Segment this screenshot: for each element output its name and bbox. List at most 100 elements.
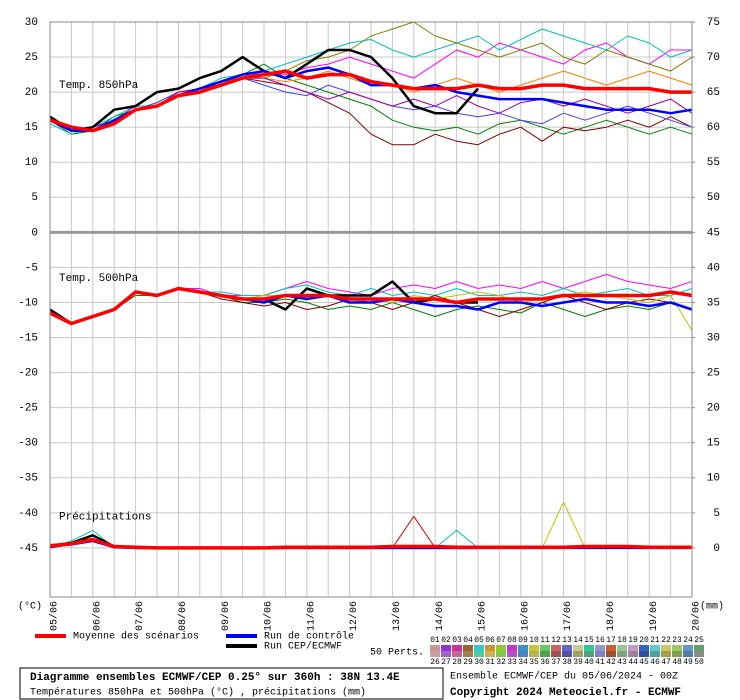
x-tick-label: 16/06: [519, 601, 531, 631]
x-tick-label: 12/06: [348, 601, 360, 631]
member-label: 35: [529, 658, 539, 667]
series-line: [49, 286, 693, 326]
member-label: 21: [650, 636, 660, 645]
y2-tick-label: 65: [707, 87, 720, 99]
member-label: 37: [551, 658, 561, 667]
y2-tick-label: 45: [707, 227, 720, 239]
member-label: 42: [606, 658, 616, 667]
x-tick-label: 18/06: [605, 601, 617, 631]
y2-tick-label: 20: [707, 403, 720, 415]
copyright: Copyright 2024 Meteociel.fr - ECMWF: [450, 687, 681, 699]
member-label: 22: [661, 636, 671, 645]
title-box: [19, 667, 444, 700]
member-label: 41: [595, 658, 605, 667]
member-label: 33: [507, 658, 517, 667]
y-tick-label: -5: [25, 262, 38, 274]
member-label: 08: [507, 636, 517, 645]
y2-tick-label: 60: [707, 122, 720, 134]
x-tick-label: 05/06: [49, 601, 61, 631]
x-tick-label: 11/06: [305, 601, 317, 631]
member-label: 31: [485, 658, 495, 667]
y2-unit: (mm): [700, 601, 724, 613]
x-tick-label: 14/06: [434, 601, 446, 631]
member-label: 14: [573, 636, 583, 645]
member-label: 17: [606, 636, 616, 645]
member-swatch: [584, 645, 594, 651]
member-label: 47: [661, 658, 671, 667]
member-swatch: [485, 651, 495, 657]
member-swatch: [463, 651, 473, 657]
member-label: 06: [485, 636, 495, 645]
plot-frame: [49, 21, 693, 598]
member-swatch: [672, 651, 682, 657]
member-swatch: [540, 651, 550, 657]
member-swatch: [683, 651, 693, 657]
member-swatch: [606, 645, 616, 651]
member-swatch: [441, 645, 451, 651]
member-label: 29: [463, 658, 473, 667]
member-label: 10: [529, 636, 539, 645]
series-line: [49, 537, 692, 550]
member-label: 36: [540, 658, 550, 667]
member-swatch: [639, 645, 649, 651]
y-tick-label: -45: [18, 543, 38, 555]
y2-tick-label: 55: [707, 157, 720, 169]
x-tick-label: 09/06: [220, 601, 232, 631]
member-swatch: [441, 651, 451, 657]
member-label: 38: [562, 658, 572, 667]
member-label: 49: [683, 658, 693, 667]
y2-tick-label: 50: [707, 192, 720, 204]
member-swatch: [650, 645, 660, 651]
member-label: 01: [430, 636, 440, 645]
member-swatch: [430, 645, 440, 651]
member-swatch: [573, 645, 583, 651]
y-tick-label: 10: [25, 157, 38, 169]
member-swatch: [551, 645, 561, 651]
member-swatch: [617, 645, 627, 651]
y-tick-label: -25: [18, 403, 38, 415]
y-tick-label: -35: [18, 473, 38, 485]
member-swatch: [639, 651, 649, 657]
member-swatch: [518, 651, 528, 657]
member-swatch: [485, 645, 495, 651]
member-swatch: [562, 645, 572, 651]
member-swatch: [628, 645, 638, 651]
y-unit: (°C): [18, 601, 42, 613]
member-label: 43: [617, 658, 627, 667]
y2-tick-label: 25: [707, 368, 720, 380]
member-label: 24: [683, 636, 693, 645]
member-swatch: [540, 645, 550, 651]
member-label: 50: [694, 658, 704, 667]
chart-subtitle: Températures 850hPa et 500hPa (°C) , pré…: [30, 687, 366, 699]
member-swatch: [617, 651, 627, 657]
member-swatch: [474, 645, 484, 651]
y-tick-label: 25: [25, 52, 38, 64]
member-label: 44: [628, 658, 638, 667]
y-tick-label: 0: [31, 227, 38, 239]
y2-tick-label: 40: [707, 262, 720, 274]
y-tick-label: 15: [25, 122, 38, 134]
panel-label: Précipitations: [59, 511, 151, 523]
member-swatch: [529, 645, 539, 651]
x-tick-label: 06/06: [91, 601, 103, 631]
member-label: 15: [584, 636, 594, 645]
members-count: 50 Perts.: [370, 648, 424, 659]
member-label: 20: [639, 636, 649, 645]
member-swatch: [507, 651, 517, 657]
panel-label: Temp. 850hPa: [59, 80, 139, 92]
member-label: 45: [639, 658, 649, 667]
y-tick-label: 20: [25, 87, 38, 99]
y-tick-label: -15: [18, 332, 38, 344]
x-tick-label: 13/06: [391, 601, 403, 631]
member-swatch: [463, 645, 473, 651]
member-label: 30: [474, 658, 484, 667]
member-swatch: [661, 645, 671, 651]
y2-tick-label: 0: [713, 543, 720, 555]
legend-label: Moyenne des scénarios: [73, 631, 199, 643]
x-tick-label: 20/06: [691, 601, 703, 631]
member-label: 19: [628, 636, 638, 645]
member-label: 46: [650, 658, 660, 667]
y2-tick-label: 10: [707, 473, 720, 485]
legend-label: Run de contrôle: [264, 631, 354, 643]
